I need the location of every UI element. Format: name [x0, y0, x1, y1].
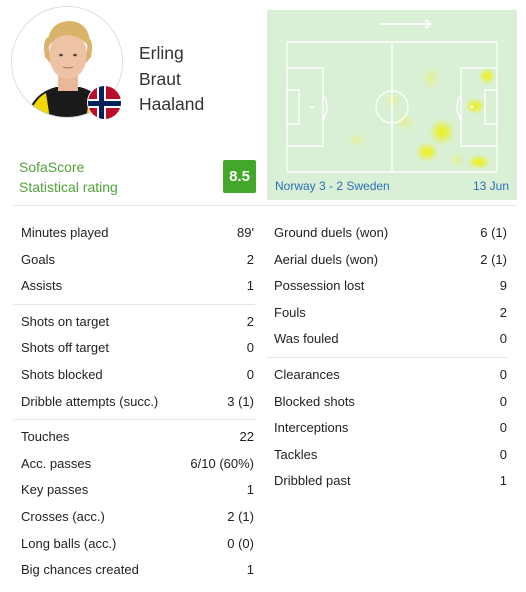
player-first-name: Erling — [139, 43, 184, 63]
stat-value: 2 — [246, 313, 254, 329]
stats-left-column: Minutes played 89' Goals 2 Assists 1 Shots … — [13, 220, 255, 592]
stats-group-shooting: Shots on target 2 Shots off target 0 Shots… — [13, 309, 255, 421]
stat-label: Big chances created — [21, 562, 139, 578]
stat-value: 1 — [246, 278, 254, 294]
stat-row-touches: Touches 22 — [13, 424, 255, 451]
rating-label: SofaScore Statistical rating — [19, 157, 118, 197]
stat-label: Minutes played — [21, 225, 109, 240]
stat-value: 22 — [239, 429, 254, 445]
stat-row-shots-off-target: Shots off target 0 — [13, 335, 255, 362]
rating-brand: SofaScore — [19, 159, 85, 175]
stat-row-ground-duels: Ground duels (won) 6 (1) — [266, 220, 508, 247]
rating-caption: Statistical rating — [19, 179, 118, 195]
stat-row-clearances: Clearances 0 — [266, 362, 508, 389]
stat-row-crosses: Crosses (acc.) 2 (1) — [13, 504, 255, 531]
stat-label: Was fouled — [274, 331, 339, 347]
stats-group-duels: Ground duels (won) 6 (1) Aerial duels (wo… — [266, 220, 508, 358]
stat-label: Assists — [21, 278, 63, 294]
stat-row-interceptions: Interceptions 0 — [266, 415, 508, 442]
stat-row-shots-on-target: Shots on target 2 — [13, 309, 255, 336]
stat-value: 89' — [237, 225, 254, 240]
stat-value: 0 — [499, 393, 507, 409]
stat-label: Shots off target — [21, 340, 109, 356]
stat-row-dribble-attempts: Dribble attempts (succ.) 3 (1) — [13, 389, 255, 416]
stat-row-aerial-duels: Aerial duels (won) 2 (1) — [266, 247, 508, 274]
stat-label: Possession lost — [274, 278, 365, 294]
stat-value: 0 — [499, 331, 507, 347]
stat-row-shots-blocked: Shots blocked 0 — [13, 362, 255, 389]
stat-row-tackles: Tackles 0 — [266, 442, 508, 469]
stat-value: 6/10 (60%) — [190, 455, 254, 471]
stat-value: 1 — [246, 482, 254, 498]
stat-label: Fouls — [274, 304, 306, 320]
stat-value: 0 (0) — [227, 535, 254, 551]
stat-row-possession-lost: Possession lost 9 — [266, 273, 508, 300]
stat-label: Goals — [21, 251, 55, 267]
stat-value: 0 — [246, 340, 254, 356]
stat-value: 1 — [246, 562, 254, 578]
stat-value: 2 (1) — [480, 251, 507, 267]
stat-value: 3 (1) — [227, 393, 254, 409]
stat-label: Blocked shots — [274, 393, 355, 409]
stat-value: 2 — [499, 304, 507, 320]
section-divider — [13, 205, 517, 206]
stat-label: Shots blocked — [21, 366, 103, 382]
stat-label: Ground duels (won) — [274, 225, 389, 240]
stat-label: Interceptions — [274, 420, 349, 436]
player-last-name: Haaland — [139, 94, 205, 114]
stat-label: Dribble attempts (succ.) — [21, 393, 159, 409]
stats-group-defending: Clearances 0 Blocked shots 0 Interceptions… — [266, 362, 508, 499]
stat-label: Tackles — [274, 446, 318, 462]
stat-row-key-passes: Key passes 1 — [13, 477, 255, 504]
stat-label: Crosses (acc.) — [21, 508, 105, 524]
stat-value: 1 — [499, 473, 507, 489]
stats-group-passing: Touches 22 Acc. passes 6/10 (60%) Key pass… — [13, 424, 255, 588]
stat-value: 6 (1) — [480, 225, 507, 240]
stats-right-column: Ground duels (won) 6 (1) Aerial duels (wo… — [266, 220, 508, 503]
match-date: 13 Jun — [472, 179, 509, 193]
heatmap-pitch — [286, 19, 498, 173]
stat-row-big-chances-created: Big chances created 1 — [13, 557, 255, 584]
rating-badge: 8.5 — [223, 160, 256, 193]
stat-label: Shots on target — [21, 313, 110, 329]
stat-row-assists: Assists 1 — [13, 273, 255, 300]
stat-row-dribbled-past: Dribbled past 1 — [266, 468, 508, 495]
stat-value: 0 — [246, 366, 254, 382]
norway-flag-icon — [87, 85, 122, 120]
player-middle-name: Braut — [139, 68, 181, 89]
stat-label: Aerial duels (won) — [274, 251, 379, 267]
stat-row-fouls: Fouls 2 — [266, 300, 508, 327]
stat-value: 0 — [499, 446, 507, 462]
stat-row-acc-passes: Acc. passes 6/10 (60%) — [13, 451, 255, 478]
player-name: Erling Braut Haaland — [139, 41, 204, 118]
stat-row-long-balls: Long balls (acc.) 0 (0) — [13, 531, 255, 558]
stat-row-minutes-played: Minutes played 89' — [13, 220, 255, 247]
stat-row-goals: Goals 2 — [13, 247, 255, 274]
stat-row-blocked-shots: Blocked shots 0 — [266, 389, 508, 416]
stat-value: 0 — [499, 420, 507, 436]
stat-label: Clearances — [274, 366, 340, 382]
stat-label: Long balls (acc.) — [21, 535, 117, 551]
stat-label: Key passes — [21, 482, 89, 498]
match-label: Norway 3 - 2 Sweden — [275, 179, 390, 193]
stat-value: 2 (1) — [227, 508, 254, 524]
stat-label: Acc. passes — [21, 455, 92, 471]
heatmap-panel[interactable]: Norway 3 - 2 Sweden 13 Jun — [267, 10, 517, 200]
stats-group-general: Minutes played 89' Goals 2 Assists 1 — [13, 220, 255, 305]
stat-label: Touches — [21, 429, 70, 445]
stat-value: 2 — [246, 251, 254, 267]
stat-label: Dribbled past — [274, 473, 351, 489]
stat-value: 0 — [499, 366, 507, 382]
stat-value: 9 — [499, 278, 507, 294]
stat-row-was-fouled: Was fouled 0 — [266, 326, 508, 353]
